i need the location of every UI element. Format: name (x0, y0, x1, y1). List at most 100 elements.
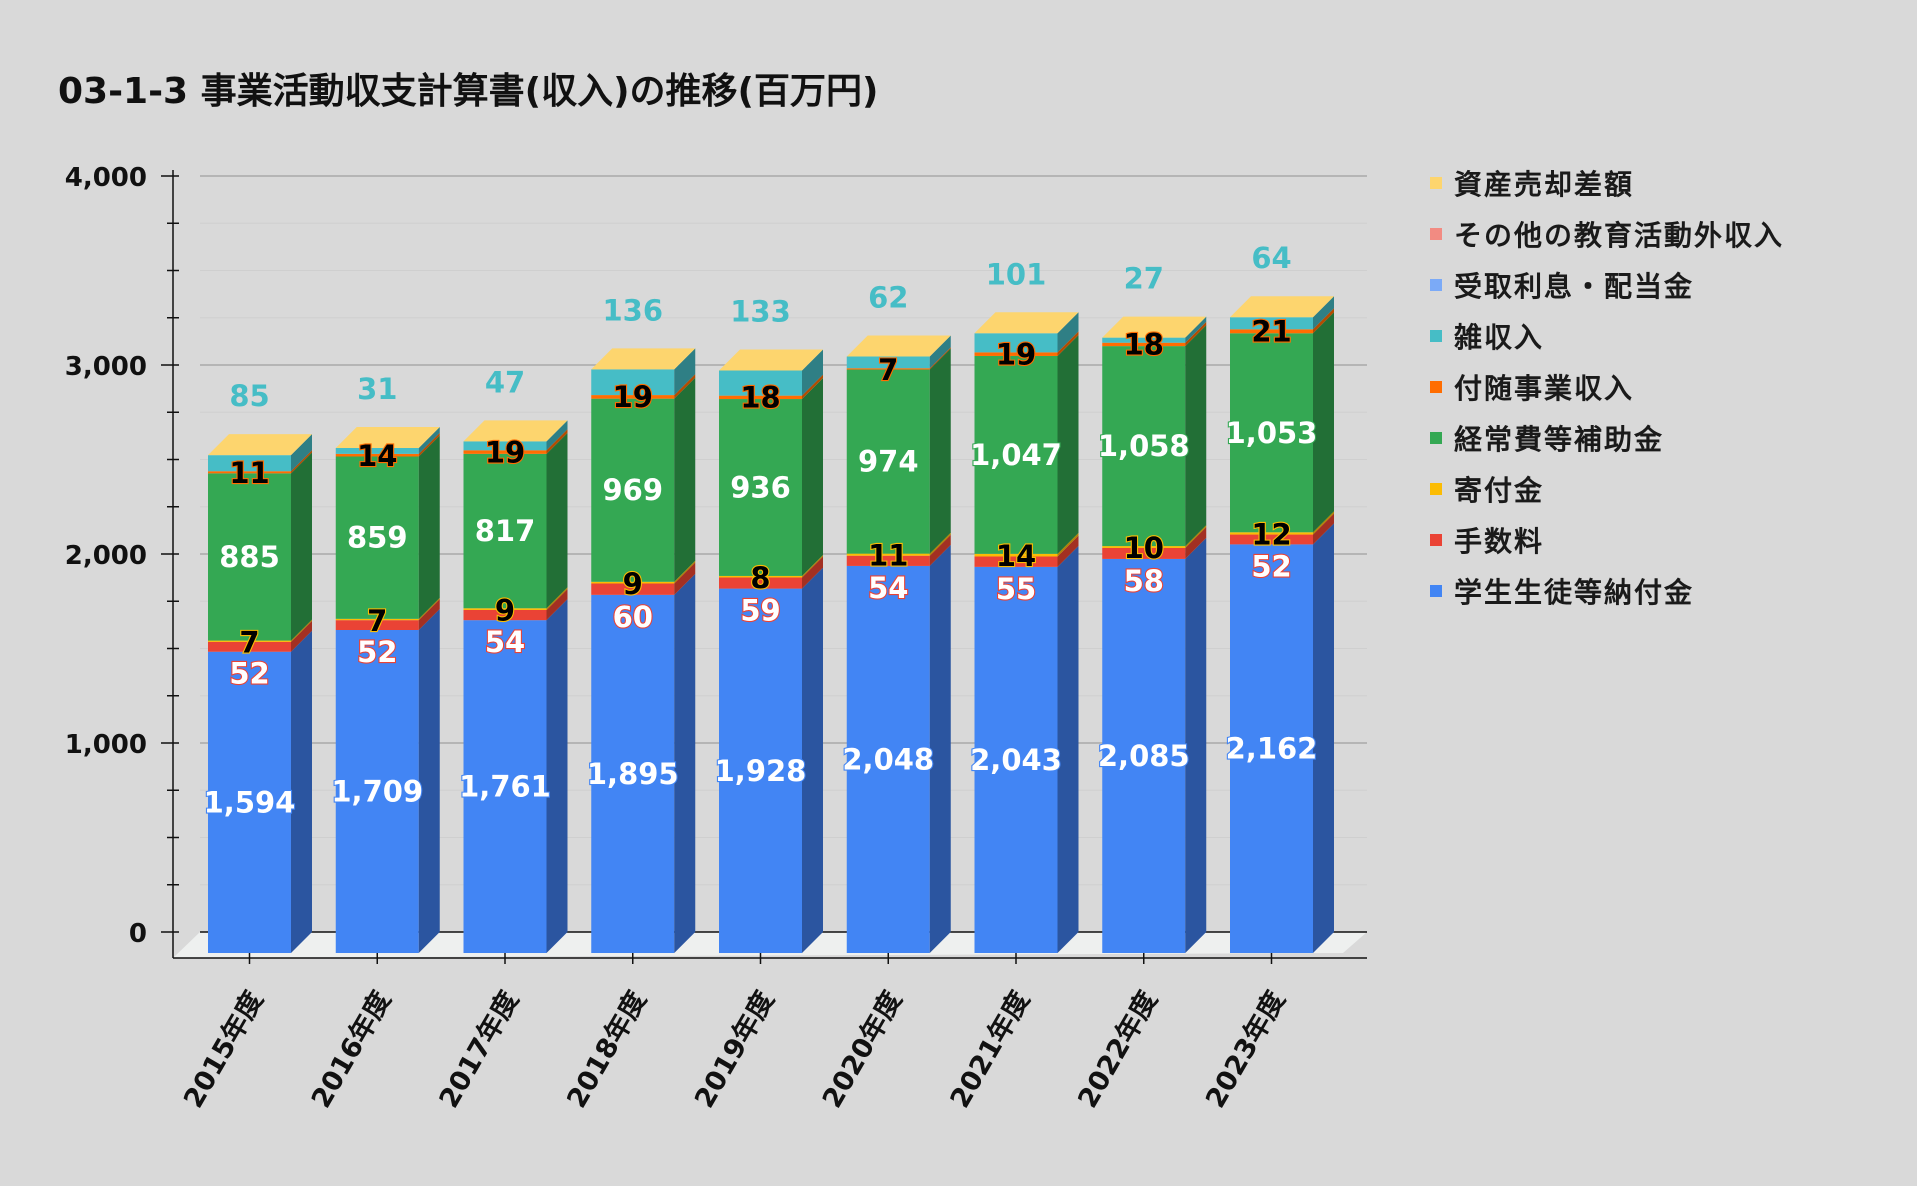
bar-segment (591, 581, 675, 584)
bar-segment-side (418, 435, 440, 619)
bar-segment (1102, 346, 1186, 547)
data-label: 9 (495, 593, 515, 627)
bar-segment-side (1313, 523, 1334, 953)
bar-segment-side (802, 556, 823, 589)
legend-label: 学生生徒等納付金 (1454, 575, 1695, 609)
bar-segment (208, 471, 291, 474)
bar-segment-side (546, 588, 568, 621)
bar-segment-side (1057, 532, 1079, 557)
bar-segment (719, 588, 802, 953)
legend-label: 手数料 (1454, 524, 1545, 558)
bar-segment (463, 620, 547, 953)
data-label: 1,928 (715, 754, 807, 788)
bar-segment (335, 618, 419, 621)
data-label: 1,047 (970, 438, 1062, 472)
bar-segment (719, 395, 802, 400)
legend-swatch (1430, 278, 1442, 291)
bar-segment (1230, 544, 1313, 953)
bar-segment-side (1057, 334, 1079, 554)
data-label: 47 (485, 365, 525, 399)
bar-segment-side (929, 534, 951, 566)
bar-top-face (335, 426, 440, 448)
bar-segment (335, 453, 419, 457)
data-label: 59 (740, 594, 780, 628)
data-label: 7 (878, 353, 898, 387)
data-label: 7 (239, 626, 259, 660)
bar-segment (974, 333, 1058, 353)
bar-top-face (974, 312, 1079, 334)
x-tick-label: 2021年度 (944, 986, 1036, 1114)
bar-segment (719, 399, 802, 576)
data-label: 14 (357, 439, 397, 473)
bar-segment (1230, 534, 1313, 545)
bar-segment-side (291, 620, 312, 652)
bar-segment (591, 369, 675, 396)
y-tick-label: 1,000 (65, 730, 147, 760)
bar-segment-side (291, 434, 312, 472)
bar-segment-side (1185, 525, 1207, 548)
bar-segment-side (291, 619, 312, 642)
bar-segment-side (929, 335, 951, 369)
legend-swatch (1430, 329, 1442, 342)
bar-stack (463, 420, 568, 953)
bar-segment (846, 369, 930, 554)
bar-segment-side (802, 349, 823, 396)
data-label: 969 (602, 473, 663, 507)
data-label: 1,761 (459, 770, 551, 804)
bar-segment-side (1057, 331, 1079, 356)
bar-segment (591, 583, 675, 595)
bar-segment (974, 553, 1058, 557)
bar-segment (335, 456, 419, 619)
bar-segment (463, 450, 547, 454)
bar-segment-side (929, 347, 951, 370)
bar-segment-side (929, 348, 951, 554)
bar-stack (1230, 296, 1334, 953)
legend-swatch (1430, 431, 1442, 444)
legend-item: 付随事業収入 (1430, 361, 1784, 412)
bar-segment-side (418, 597, 440, 621)
bar-segment (335, 447, 419, 454)
bar-segment (846, 553, 930, 556)
bar-stack (974, 312, 1079, 953)
data-label: 55 (996, 572, 1036, 606)
bar-segment (719, 575, 802, 578)
legend-swatch (1430, 176, 1442, 189)
data-label: 21 (1251, 314, 1291, 348)
legend-label: 寄付金 (1454, 473, 1545, 507)
data-label: 12 (1251, 517, 1291, 551)
data-label: 11 (229, 456, 269, 490)
legend-item: 受取利息・配当金 (1430, 259, 1784, 310)
data-label: 52 (1251, 549, 1291, 583)
bar-segment (591, 398, 675, 582)
bar-segment-side (1185, 321, 1207, 347)
data-label: 19 (996, 337, 1036, 371)
data-label: 8 (750, 561, 770, 595)
legend-item: 雑収入 (1430, 310, 1784, 361)
bar-segment (1102, 558, 1186, 953)
bar-segment-side (674, 377, 696, 582)
legend-swatch (1430, 227, 1442, 240)
bar-segment (208, 641, 291, 652)
bar-segment-side (546, 420, 568, 451)
data-label: 19 (485, 435, 525, 469)
data-label: 52 (229, 657, 269, 691)
bar-segment-side (291, 450, 312, 474)
data-label: 1,053 (1226, 416, 1318, 450)
bar-segment-side (674, 573, 696, 953)
x-tick-label: 2015年度 (177, 986, 269, 1114)
bar-segment (1230, 329, 1313, 334)
bar-segment-side (674, 562, 696, 595)
bar-segment-side (929, 544, 951, 953)
data-label: 2,085 (1098, 739, 1190, 773)
bar-stack (846, 335, 951, 953)
x-tick-label: 2023年度 (1199, 986, 1291, 1114)
bar-segment (463, 609, 547, 621)
bar-segment-side (1185, 526, 1207, 559)
bar-segment-side (1313, 296, 1334, 330)
bar-segment (463, 441, 547, 451)
data-label: 62 (868, 281, 908, 315)
bar-segment (719, 577, 802, 589)
legend: 資産売却差額 その他の教育活動外収入 受取利息・配当金 雑収入 付随事業収入 経常費等補助… (1430, 157, 1784, 616)
data-label: 2,043 (970, 743, 1062, 777)
bar-segment-side (674, 348, 696, 396)
